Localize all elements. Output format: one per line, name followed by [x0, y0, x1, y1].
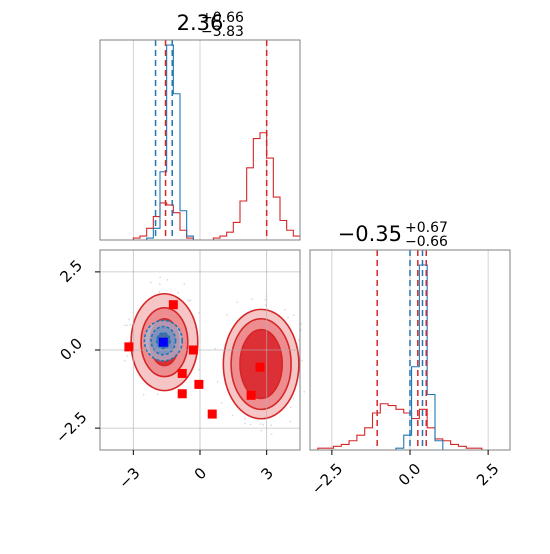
- red-square-marker-7: [255, 362, 265, 372]
- param-2-title-lower: −0.66: [405, 234, 448, 250]
- sample-point: [292, 314, 295, 317]
- sample-point: [303, 390, 306, 393]
- sample-point: [123, 324, 126, 327]
- sample-point: [283, 308, 286, 311]
- sample-point: [300, 328, 302, 331]
- sample-point: [292, 397, 295, 400]
- param-1-title-upper: +0.66: [201, 10, 244, 26]
- sample-point: [159, 276, 162, 279]
- sample-point: [123, 359, 126, 362]
- sample-point: [128, 340, 131, 343]
- param-2-marginal-panel: −2.5 0.0 2.5: [308, 249, 511, 498]
- sample-point: [183, 283, 186, 286]
- sample-point: [287, 316, 289, 319]
- sample-point: [150, 281, 152, 284]
- x-tick-label-0: −2.5: [308, 460, 346, 498]
- truth-marker: [158, 337, 168, 347]
- sample-point: [158, 291, 161, 293]
- sample-point: [198, 368, 200, 371]
- x-tick-label-2: 3: [257, 464, 276, 483]
- sample-point: [129, 324, 132, 326]
- y-tick-label-0: −2.5: [52, 408, 90, 446]
- sample-point: [216, 380, 219, 383]
- sample-point: [214, 347, 217, 350]
- red-square-marker-6: [207, 409, 217, 419]
- sample-point: [259, 423, 262, 426]
- param-1-marginal-panel: [99, 39, 301, 241]
- y-tick-label-1: 0.0: [56, 334, 86, 364]
- y-tick-label-2: 2.5: [56, 256, 86, 286]
- sample-point: [236, 301, 239, 304]
- sample-point: [270, 424, 272, 427]
- sample-point: [270, 433, 273, 435]
- red-square-marker-3: [177, 368, 187, 378]
- axes-frame: [99, 39, 301, 241]
- sample-point: [301, 359, 304, 362]
- sample-point: [198, 312, 200, 314]
- sample-point: [156, 393, 159, 396]
- sample-point: [289, 406, 292, 408]
- sample-point: [262, 423, 265, 426]
- x-tick-label-2: 2.5: [473, 460, 503, 490]
- sample-point: [177, 291, 179, 294]
- histogram-series-0: [310, 403, 506, 451]
- sample-point: [244, 418, 247, 420]
- sample-point: [289, 420, 292, 423]
- sample-point: [188, 300, 191, 303]
- red-square-marker-2: [188, 345, 198, 355]
- red-square-marker-0: [124, 342, 134, 352]
- sample-point: [244, 422, 247, 425]
- sample-point: [126, 324, 128, 327]
- red-square-marker-4: [177, 389, 187, 399]
- joint-distribution-panel: −3 0 3 −2.5 0.0 2.5: [52, 249, 306, 492]
- sample-point: [260, 429, 263, 432]
- x-tick-label-0: −3: [115, 464, 143, 492]
- sample-point: [158, 283, 161, 286]
- sample-point: [126, 355, 129, 358]
- param-2-title-upper: +0.67: [405, 220, 448, 236]
- histogram-series-1: [310, 264, 506, 451]
- sample-point: [226, 313, 229, 316]
- sample-point: [231, 414, 234, 417]
- sample-point: [264, 298, 267, 301]
- sample-point: [166, 278, 169, 281]
- sample-point: [249, 423, 252, 426]
- sample-point: [142, 393, 145, 396]
- x-tick-label-1: 0: [191, 464, 210, 483]
- sample-point: [189, 299, 192, 302]
- param-1-title: 2.36: [177, 11, 224, 35]
- param-1-title-lower: −3.83: [201, 24, 244, 40]
- sample-point: [220, 402, 223, 404]
- red-square-marker-5: [194, 379, 204, 389]
- sample-point: [128, 318, 130, 321]
- sample-point: [251, 298, 254, 301]
- x-tick-label-1: 0.0: [395, 460, 425, 490]
- sample-point: [187, 299, 189, 301]
- sample-point: [297, 339, 300, 341]
- red-square-marker-1: [168, 300, 178, 310]
- red-square-marker-8: [246, 390, 256, 400]
- param-2-title-value: −0.35: [338, 222, 402, 246]
- param-1-title-value: 2.36: [177, 11, 224, 35]
